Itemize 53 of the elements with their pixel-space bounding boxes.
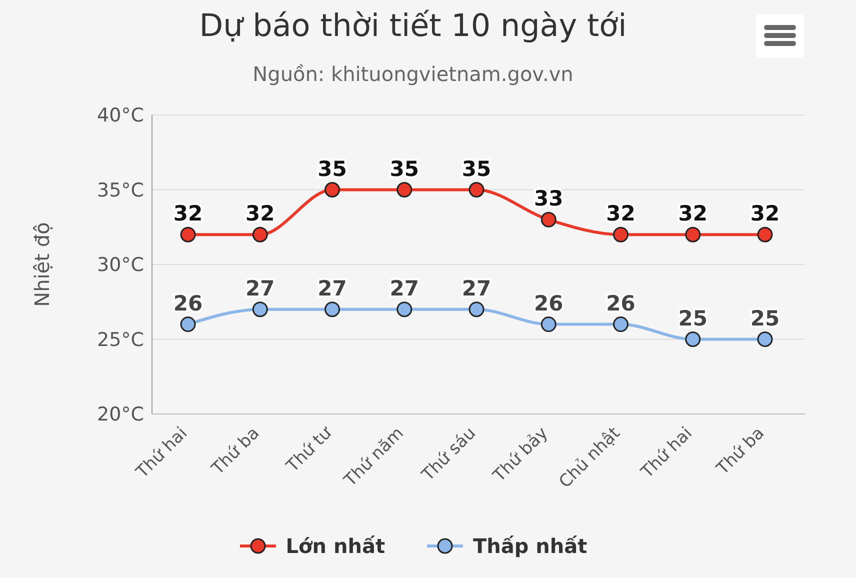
y-tick-label: 25°C [97,328,144,351]
data-label: 27 [318,276,347,300]
x-tick-label: Thứ bảy [488,423,552,487]
x-tick-label: Thứ sáu [418,423,480,486]
data-label: 26 [173,291,203,316]
x-tick-label: Thứ ba [207,423,264,480]
data-label: 32 [173,202,203,226]
data-label: 33 [534,186,564,211]
point [252,226,268,242]
x-tick-label: Thứ ba [712,423,769,480]
point [613,226,628,242]
y-tick-label: 40°C [97,104,144,127]
point [685,332,701,347]
point [468,182,484,198]
point [396,302,412,318]
data-label: 25 [750,306,780,330]
data-label: 35 [390,156,419,181]
y-tick-label: 30°C [97,254,144,276]
point [252,302,268,318]
legend-label: Thấp nhất [473,534,588,558]
x-tick-label: Thứ hai [132,423,192,483]
data-label: 26 [606,291,636,316]
data-label: 27 [246,276,275,300]
point [685,226,701,242]
y-tick-label: 20°C [97,404,144,426]
data-label: 26 [534,291,564,316]
chart-title: Dự báo thời tiết 10 ngày tới [198,8,628,44]
data-label: 35 [462,156,492,181]
data-label: 25 [678,306,708,330]
point [324,302,340,318]
point [540,212,556,228]
data-label: 32 [606,202,636,226]
point [324,182,340,198]
chart-subtitle: Nguồn: khituongvietnam.gov.vn [252,62,574,86]
point [180,316,196,332]
point [757,226,773,242]
data-label: 35 [318,156,347,181]
data-label: 32 [246,202,275,226]
x-tick-label: Thứ hai [636,423,696,483]
data-label: 27 [390,276,419,300]
point [757,332,773,347]
legend-label: Lớn nhất [286,534,385,558]
point [396,182,412,198]
point [540,316,556,332]
point [613,316,628,332]
data-label: 32 [750,202,780,226]
x-tick-label: Thứ tư [282,422,337,477]
y-axis-title: Nhiệt độ [30,222,54,307]
data-label: 27 [462,276,492,300]
y-tick-label: 35°C [97,179,144,202]
point [180,226,196,242]
point [468,302,484,318]
data-label: 32 [678,202,708,226]
